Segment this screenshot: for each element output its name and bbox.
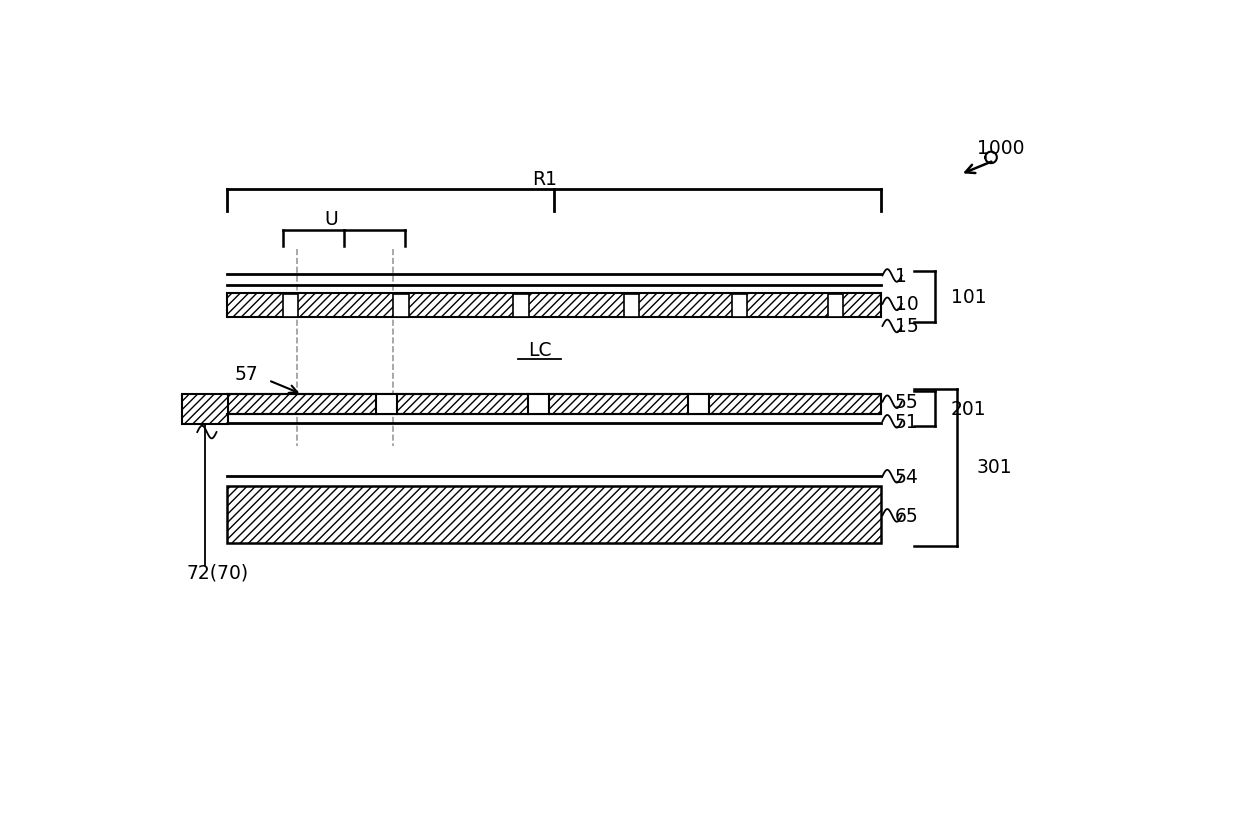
Bar [828, 295, 843, 318]
Text: U: U [324, 210, 337, 229]
Bar [393, 295, 409, 318]
Text: 57: 57 [234, 365, 258, 384]
Text: 101: 101 [951, 287, 986, 306]
Text: 54: 54 [895, 467, 919, 486]
Bar [732, 295, 746, 318]
Bar [182, 394, 228, 424]
Text: R1: R1 [532, 170, 557, 188]
Text: 301: 301 [977, 458, 1012, 477]
Bar [227, 486, 880, 543]
Bar [283, 295, 298, 318]
Bar [227, 395, 880, 415]
Text: 201: 201 [951, 400, 986, 419]
Bar [227, 294, 880, 318]
Bar [624, 295, 640, 318]
Text: LC: LC [528, 341, 551, 360]
Text: 15: 15 [895, 317, 919, 336]
Text: 51: 51 [895, 412, 919, 432]
Text: 10: 10 [895, 295, 919, 314]
Bar [513, 295, 528, 318]
Bar [376, 394, 397, 415]
Text: 72(70): 72(70) [186, 563, 248, 582]
Text: 55: 55 [895, 393, 919, 412]
Text: 1: 1 [895, 267, 906, 286]
Bar [528, 394, 549, 415]
Text: 65: 65 [895, 506, 919, 525]
Bar [688, 394, 709, 415]
Text: 1000: 1000 [977, 139, 1024, 158]
